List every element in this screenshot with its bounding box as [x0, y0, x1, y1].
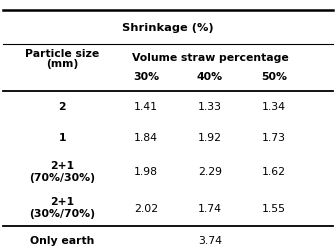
Text: 1.98: 1.98	[134, 167, 158, 177]
Text: (30%/70%): (30%/70%)	[29, 209, 95, 219]
Text: 1.41: 1.41	[134, 102, 158, 112]
Text: (mm): (mm)	[46, 59, 78, 69]
Text: 2.29: 2.29	[198, 167, 222, 177]
Text: Volume straw percentage: Volume straw percentage	[132, 52, 288, 62]
Text: 50%: 50%	[261, 72, 287, 82]
Text: 40%: 40%	[197, 72, 223, 82]
Text: 1: 1	[58, 133, 66, 143]
Text: Particle size: Particle size	[25, 49, 99, 59]
Text: 2+1: 2+1	[50, 197, 74, 207]
Text: 1.33: 1.33	[198, 102, 222, 112]
Text: 2: 2	[58, 102, 66, 112]
Text: 1.84: 1.84	[134, 133, 158, 143]
Text: 1.62: 1.62	[262, 167, 286, 177]
Text: 30%: 30%	[133, 72, 159, 82]
Text: 1.34: 1.34	[262, 102, 286, 112]
Text: 1.92: 1.92	[198, 133, 222, 143]
Text: (70%/30%): (70%/30%)	[29, 173, 95, 183]
Text: Only earth: Only earth	[30, 236, 94, 246]
Text: Shrinkage (%): Shrinkage (%)	[122, 23, 214, 33]
Text: 1.73: 1.73	[262, 133, 286, 143]
Text: 2.02: 2.02	[134, 204, 158, 214]
Text: 1.74: 1.74	[198, 204, 222, 214]
Text: 2+1: 2+1	[50, 161, 74, 171]
Text: 3.74: 3.74	[198, 236, 222, 246]
Text: 1.55: 1.55	[262, 204, 286, 214]
